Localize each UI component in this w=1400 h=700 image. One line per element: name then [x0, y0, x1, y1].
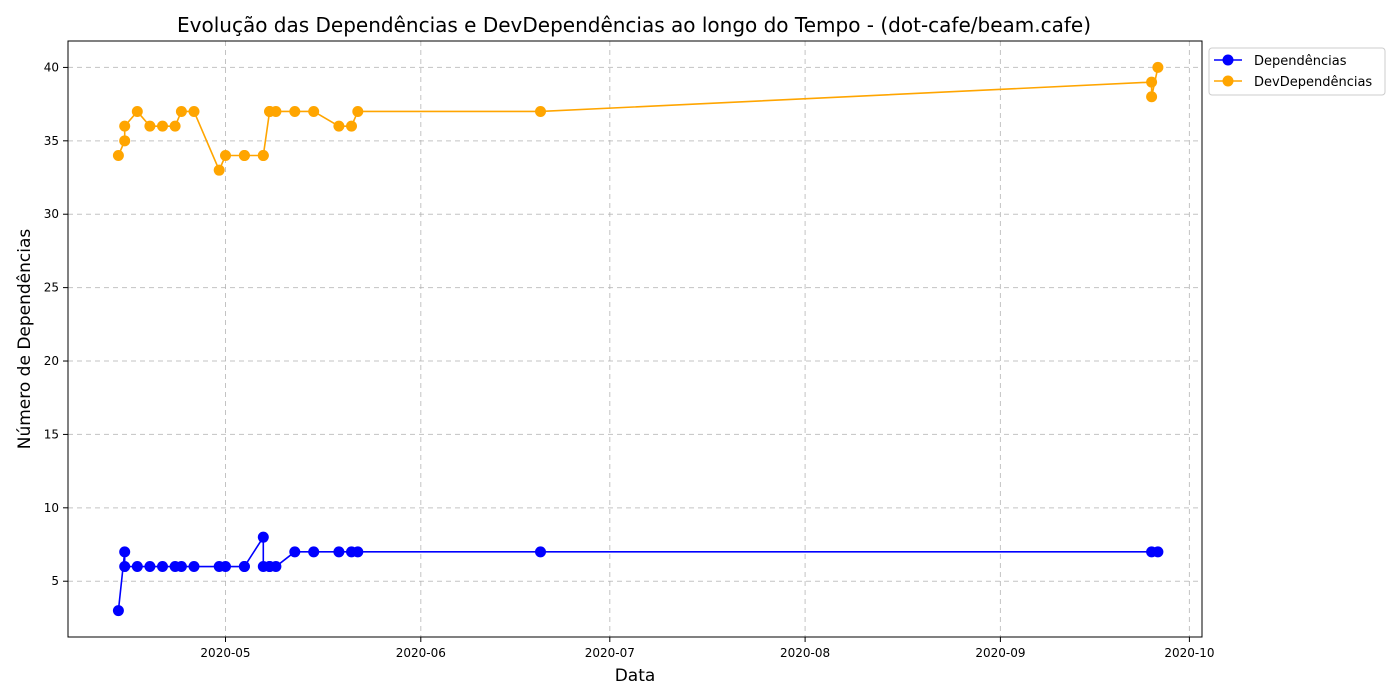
- legend: Dependências DevDependências: [1208, 47, 1386, 96]
- data-point: [188, 105, 200, 117]
- legend-label: Dependências: [1254, 54, 1347, 69]
- x-tick-label: 2020-07: [585, 646, 635, 660]
- x-tick-label: 2020-05: [200, 646, 250, 660]
- data-point: [238, 150, 250, 161]
- data-point: [157, 120, 168, 132]
- data-point: [119, 561, 131, 573]
- data-point: [270, 105, 282, 117]
- data-point: [289, 105, 301, 117]
- legend-marker: [1222, 75, 1234, 87]
- data-point: [220, 561, 231, 573]
- data-point: [308, 105, 320, 117]
- data-point: [220, 150, 231, 161]
- data-point: [144, 120, 156, 132]
- data-point: [535, 546, 546, 558]
- data-point: [175, 561, 187, 573]
- chart-title: Evolução das Dependências e DevDependênc…: [177, 13, 1091, 37]
- y-tick-label: 5: [51, 574, 59, 588]
- data-point: [112, 605, 124, 617]
- data-point: [238, 561, 250, 573]
- data-point: [169, 120, 181, 132]
- data-point: [270, 561, 282, 573]
- y-tick-label: 10: [44, 501, 59, 515]
- legend-item: Dependências: [1214, 54, 1347, 69]
- data-point: [175, 105, 187, 117]
- data-point: [308, 546, 320, 558]
- legend-label: DevDependências: [1254, 75, 1372, 90]
- y-tick-label: 40: [44, 60, 59, 74]
- data-point: [112, 150, 124, 161]
- grid-layer: [68, 41, 1202, 637]
- data-point: [119, 546, 131, 558]
- data-point: [1146, 91, 1158, 103]
- series-layer: [112, 61, 1164, 617]
- plot-frame: [67, 40, 1203, 638]
- data-point: [188, 561, 200, 573]
- x-tick-label: 2020-09: [975, 646, 1025, 660]
- data-point: [213, 164, 225, 176]
- y-tick-label: 25: [44, 281, 59, 295]
- data-point: [333, 546, 345, 558]
- data-point: [352, 546, 364, 558]
- data-point: [257, 150, 269, 161]
- data-point: [346, 120, 357, 132]
- data-point: [1146, 76, 1158, 88]
- x-axis: 2020-05 2020-06 2020-07 2020-08 2020-09 2020-…: [200, 637, 1214, 660]
- data-point: [289, 546, 301, 558]
- data-point: [119, 120, 131, 132]
- legend-marker: [1222, 54, 1234, 66]
- series-1: [112, 531, 1164, 617]
- data-point: [131, 561, 143, 573]
- x-tick-label: 2020-06: [396, 646, 446, 660]
- data-point: [257, 531, 269, 543]
- data-point: [1152, 61, 1164, 73]
- data-point: [119, 135, 131, 147]
- data-point: [144, 561, 156, 573]
- data-point: [535, 105, 546, 117]
- series-2: [112, 61, 1164, 176]
- y-axis-label: Número de Dependências: [15, 229, 35, 450]
- x-tick-label: 2020-08: [780, 646, 830, 660]
- y-axis: 5 10 15 20 25 30 35 40: [44, 60, 68, 588]
- data-point: [333, 120, 345, 132]
- y-tick-label: 35: [44, 134, 59, 148]
- data-point: [1152, 546, 1164, 558]
- data-point: [131, 105, 143, 117]
- y-tick-label: 15: [44, 427, 59, 441]
- x-axis-label: Data: [615, 666, 656, 686]
- data-point: [157, 561, 168, 573]
- y-tick-label: 30: [44, 207, 59, 221]
- y-tick-label: 20: [44, 354, 59, 368]
- legend-item: DevDependências: [1214, 75, 1372, 90]
- legend-box: [1208, 47, 1386, 96]
- x-tick-label: 2020-10: [1164, 646, 1214, 660]
- data-point: [352, 105, 364, 117]
